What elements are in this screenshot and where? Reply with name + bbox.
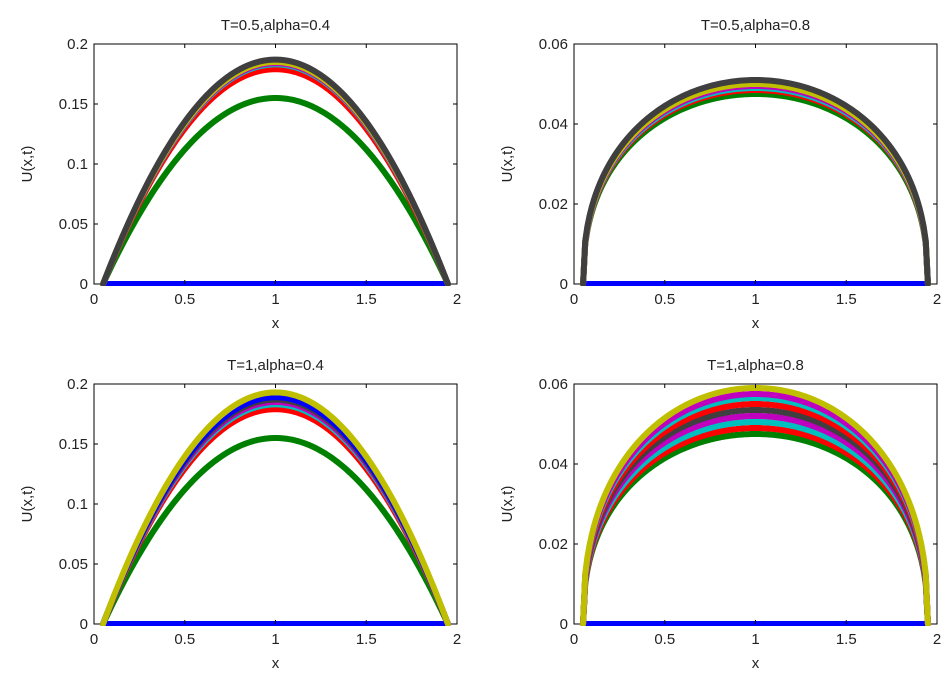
x-tick-label: 2 <box>933 631 941 648</box>
y-tick-label: 0.02 <box>539 536 568 553</box>
axes-frame <box>93 383 458 625</box>
subplot-1: 0 0.5 1 1.5 2 0 0.05 0.1 0.15 0.2 T=0.5,alpha=0.4 x… <box>19 17 461 332</box>
y-tick-label: 0.15 <box>59 436 88 453</box>
series-line-8 <box>100 389 451 626</box>
subplot-title: T=0.5,alpha=0.4 <box>221 17 330 34</box>
x-tick-label: 1 <box>271 631 279 648</box>
y-tick-label: 0.1 <box>67 156 88 173</box>
x-tick-label: 1.5 <box>836 631 857 648</box>
subplot-3: 0 0.5 1 1.5 2 0 0.05 0.1 0.15 0.2 T=1,alpha=0.4 x U(… <box>19 357 461 672</box>
x-tick-label: 2 <box>453 631 461 648</box>
x-tick-label: 0.5 <box>174 631 195 648</box>
x-tick-label: 2 <box>933 291 941 308</box>
x-tick-label: 1.5 <box>356 291 377 308</box>
subplot-title: T=1,alpha=0.4 <box>227 357 324 374</box>
x-tick-label: 1 <box>751 291 759 308</box>
y-axis-label: U(x,t) <box>19 486 36 523</box>
x-tick-label: 1 <box>271 291 279 308</box>
y-tick-label: 0.2 <box>67 36 88 53</box>
y-axis-label: U(x,t) <box>499 146 516 183</box>
y-tick-label: 0.06 <box>539 376 568 393</box>
subplot-title: T=0.5,alpha=0.8 <box>701 17 810 34</box>
y-axis-label: U(x,t) <box>499 486 516 523</box>
series-line-2 <box>100 95 451 286</box>
series-line-9 <box>580 391 931 626</box>
series-line-7 <box>580 77 931 286</box>
y-tick-label: 0.02 <box>539 196 568 213</box>
subplot-2: 0 0.5 1 1.5 2 0 0.02 0.04 0.06 T=0.5,alpha=0.8 x U(… <box>499 17 941 332</box>
x-axis-label: x <box>752 315 760 332</box>
x-tick-label: 0 <box>90 631 98 648</box>
x-tick-label: 0 <box>570 291 578 308</box>
y-tick-label: 0.04 <box>539 456 568 473</box>
series-line-7 <box>100 56 451 286</box>
series-line-2 <box>580 431 931 626</box>
x-tick-label: 0.5 <box>654 291 675 308</box>
y-tick-label: 0.05 <box>59 556 88 573</box>
x-tick-label: 1.5 <box>356 631 377 648</box>
y-tick-label: 0.06 <box>539 36 568 53</box>
series-line-3 <box>580 425 931 626</box>
x-tick-label: 2 <box>453 291 461 308</box>
series-group <box>100 56 451 286</box>
x-tick-label: 1 <box>751 631 759 648</box>
y-tick-label: 0.04 <box>539 116 568 133</box>
x-axis-label: x <box>272 315 280 332</box>
x-axis-label: x <box>272 655 280 672</box>
y-tick-label: 0.05 <box>59 216 88 233</box>
y-tick-label: 0 <box>560 616 568 633</box>
x-tick-label: 0.5 <box>654 631 675 648</box>
series-line-6 <box>580 407 931 626</box>
subplot-4: 0 0.5 1 1.5 2 0 0.02 0.04 0.06 T=1,alpha=0.8 x U(x,… <box>499 357 941 672</box>
y-tick-label: 0.2 <box>67 376 88 393</box>
y-axis-label: U(x,t) <box>19 146 36 183</box>
series-line-4 <box>580 419 931 626</box>
series-group <box>580 77 931 286</box>
x-tick-label: 0 <box>90 291 98 308</box>
series-line-5 <box>580 413 931 626</box>
series-line-2 <box>100 435 451 626</box>
x-tick-label: 1.5 <box>836 291 857 308</box>
y-tick-label: 0 <box>80 616 88 633</box>
series-line-7 <box>580 401 931 626</box>
axes-frame <box>93 43 458 285</box>
y-tick-label: 0 <box>560 276 568 293</box>
y-tick-label: 0.15 <box>59 96 88 113</box>
x-tick-label: 0.5 <box>174 291 195 308</box>
series-group <box>100 389 451 626</box>
y-tick-label: 0.1 <box>67 496 88 513</box>
x-axis-label: x <box>752 655 760 672</box>
subplot-title: T=1,alpha=0.8 <box>707 357 804 374</box>
x-tick-label: 0 <box>570 631 578 648</box>
y-tick-label: 0 <box>80 276 88 293</box>
